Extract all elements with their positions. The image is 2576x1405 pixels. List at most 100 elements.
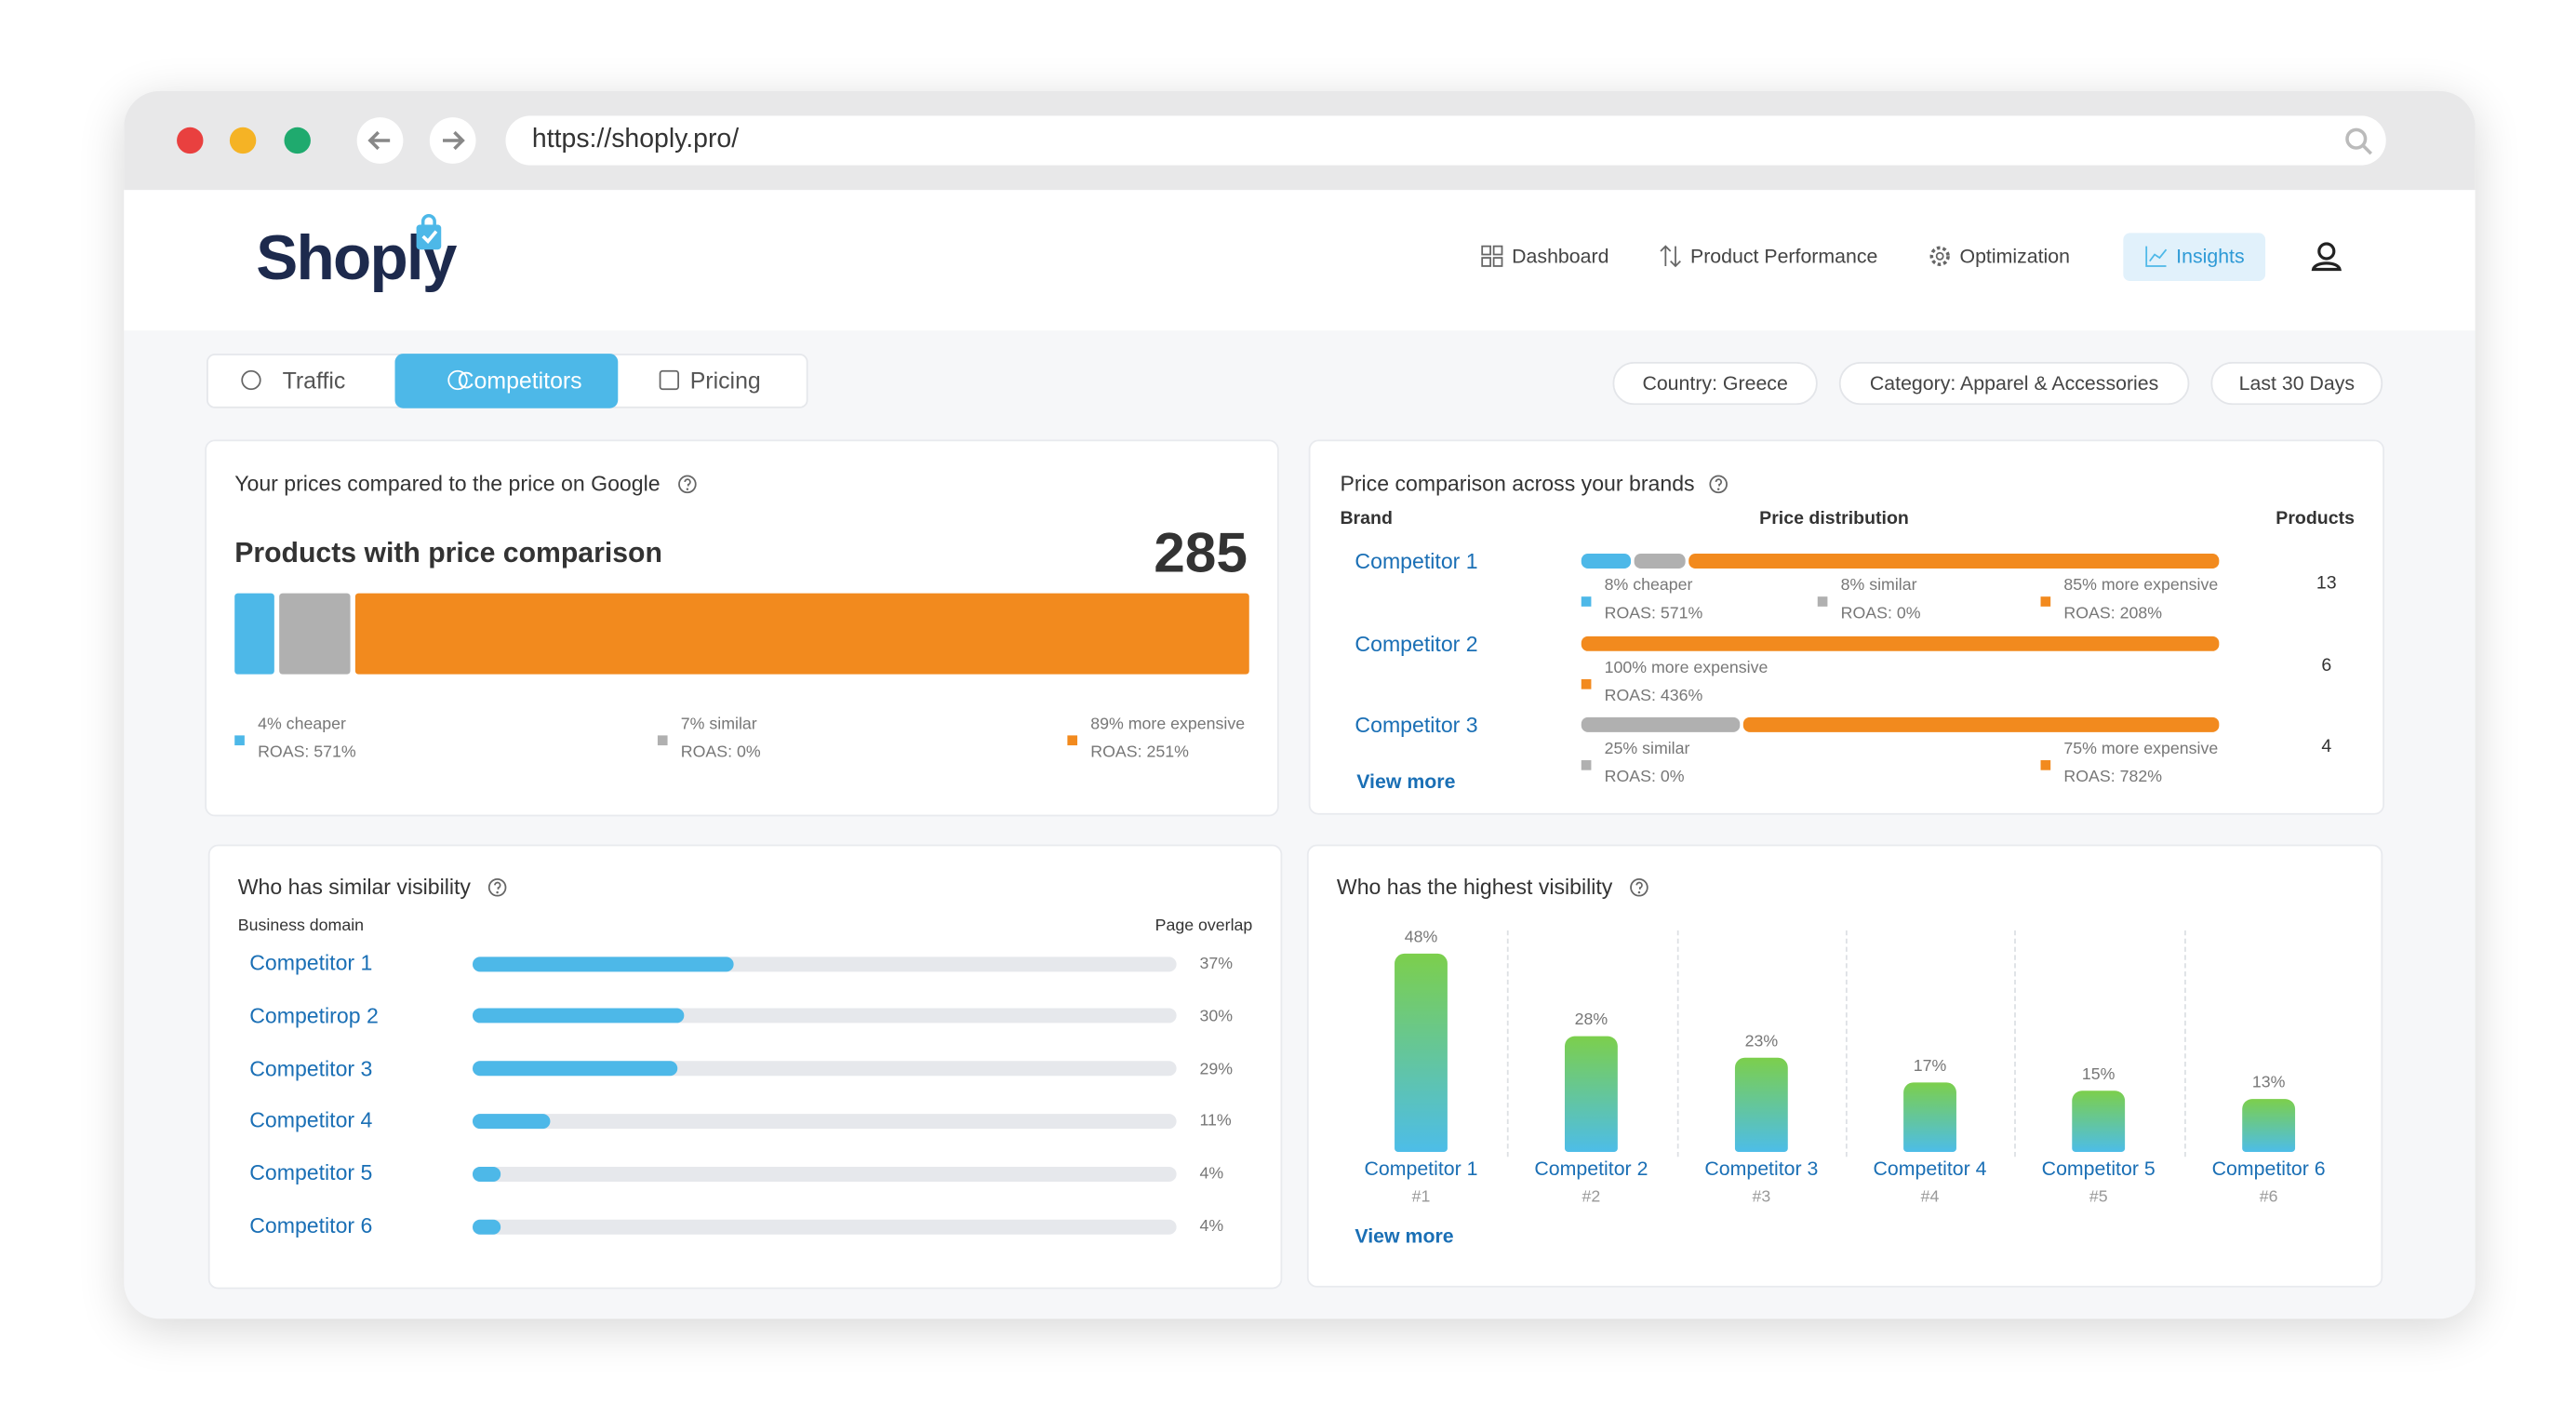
tab-icon (659, 369, 679, 391)
overlap-label: 37% (1199, 955, 1234, 974)
rank-label: #5 (2089, 1188, 2108, 1207)
price-segment (234, 593, 275, 675)
tab-label[interactable]: Pricing (689, 366, 761, 394)
view-more-link[interactable]: View more (1356, 769, 1456, 793)
nav-item[interactable]: Product Performance (1689, 245, 1878, 268)
brand-link[interactable]: Competitor 3 (1355, 712, 1478, 737)
filter-label[interactable]: Country: Greece (1642, 370, 1788, 395)
overlap-bar (472, 1166, 501, 1182)
url-bar[interactable]: https://shoply.pro/ (505, 115, 2386, 166)
legend-swatch (2040, 596, 2051, 607)
rank-label: #3 (1752, 1188, 1771, 1207)
overlap-bar (472, 1218, 501, 1234)
back-button[interactable] (356, 117, 404, 164)
brand-segment (1688, 554, 2220, 569)
panel (1306, 844, 2383, 1288)
overlap-label: 29% (1199, 1060, 1234, 1079)
nav-item[interactable]: Insights (2176, 245, 2245, 268)
overlap-bar (472, 1113, 551, 1129)
competitor-link[interactable]: Competitor 6 (249, 1212, 373, 1238)
panel-title: Who has similar visibility (237, 874, 471, 900)
help-icon[interactable] (1709, 475, 1728, 494)
column-divider (1845, 930, 1848, 1157)
column-divider (1675, 930, 1678, 1157)
tab-label[interactable]: Competitors (457, 366, 582, 394)
legend-label: 7% similar (680, 715, 757, 733)
competitor-link[interactable]: Competitor 4 (249, 1107, 373, 1133)
logo-bag-icon (416, 214, 442, 250)
competitor-link[interactable]: Competitor 4 (1873, 1156, 1987, 1180)
total-count: 285 (1154, 522, 1248, 586)
legend-label: 100% more expensive (1604, 658, 1768, 677)
legend-label: 75% more expensive (2063, 739, 2219, 758)
rank-label: #4 (1920, 1188, 1940, 1207)
nav-item[interactable]: Optimization (1959, 245, 2070, 268)
help-icon[interactable] (1629, 877, 1648, 897)
product-count: 4 (2321, 737, 2332, 757)
filter-button[interactable] (1838, 361, 2190, 406)
tab-label[interactable]: Traffic (282, 366, 346, 394)
competitor-link[interactable]: Competitor 2 (1534, 1156, 1648, 1180)
bar-value-label: 28% (1574, 1010, 1608, 1030)
help-icon[interactable] (677, 475, 697, 494)
visibility-bar (1903, 1081, 1956, 1152)
site-header (124, 190, 2476, 331)
column-divider (2183, 930, 2185, 1157)
panel-subtitle: Products with price comparison (234, 537, 662, 569)
legend-roas: ROAS: 0% (1604, 768, 1685, 787)
overlap-bar (472, 1061, 677, 1077)
competitor-link[interactable]: Competirор 2 (249, 1002, 379, 1028)
legend-swatch (1067, 735, 1078, 746)
close-dot[interactable] (177, 127, 204, 154)
search-icon (2345, 127, 2373, 155)
brand-segment (1581, 636, 2220, 651)
bar-value-label: 17% (1913, 1056, 1947, 1076)
legend-swatch (1581, 596, 1592, 607)
view-more-link[interactable]: View more (1355, 1224, 1454, 1248)
filter-label[interactable]: Last 30 Days (2238, 370, 2356, 395)
maximize-dot[interactable] (284, 127, 311, 154)
visibility-bar (1565, 1036, 1618, 1152)
rank-label: #6 (2259, 1188, 2278, 1207)
brand-link[interactable]: Competitor 1 (1355, 548, 1478, 574)
column-header: Page overlap (1155, 917, 1253, 936)
competitor-link[interactable]: Competitor 1 (249, 950, 373, 975)
legend-label: 4% cheaper (258, 715, 346, 733)
competitor-link[interactable]: Competitor 3 (1704, 1156, 1819, 1180)
legend-roas: ROAS: 782% (2063, 768, 2163, 787)
panel-title: Who has the highest visibility (1336, 874, 1613, 900)
panel (1308, 439, 2384, 815)
forward-button[interactable] (429, 117, 476, 164)
brand-segment (1742, 716, 2220, 732)
legend-swatch (1581, 678, 1592, 689)
help-icon[interactable] (487, 877, 507, 897)
price-segment (279, 593, 351, 675)
legend-swatch (1581, 760, 1592, 770)
minimize-dot[interactable] (229, 127, 257, 154)
back-icon (367, 130, 391, 151)
tab[interactable] (394, 354, 619, 408)
overlap-track (472, 1166, 1177, 1182)
legend-label: 85% more expensive (2063, 575, 2219, 595)
brand-link[interactable]: Competitor 2 (1355, 631, 1478, 656)
filter-label[interactable]: Category: Apparel & Accessories (1869, 370, 2159, 395)
filter-button[interactable] (1612, 361, 1818, 406)
competitor-link[interactable]: Competitor 3 (249, 1055, 373, 1080)
visibility-bar (1734, 1056, 1788, 1152)
competitor-link[interactable]: Competitor 5 (249, 1160, 373, 1185)
legend-label: 8% similar (1840, 575, 1917, 595)
competitor-link[interactable]: Competitor 1 (1364, 1156, 1478, 1180)
column-divider (2014, 930, 2016, 1157)
column-header: Brand (1340, 509, 1393, 529)
brand-segment (1581, 554, 1632, 569)
competitor-link[interactable]: Competitor 6 (2211, 1156, 2326, 1180)
price-segment (354, 593, 1249, 675)
filter-button[interactable] (2210, 361, 2383, 406)
user-icon[interactable] (2310, 240, 2343, 274)
legend-roas: ROAS: 436% (1604, 687, 1703, 706)
nav-icon (1660, 245, 1681, 268)
overlap-label: 4% (1199, 1165, 1224, 1184)
nav-item[interactable]: Dashboard (1512, 245, 1609, 268)
legend-swatch (657, 735, 668, 746)
competitor-link[interactable]: Competitor 5 (2041, 1156, 2156, 1180)
